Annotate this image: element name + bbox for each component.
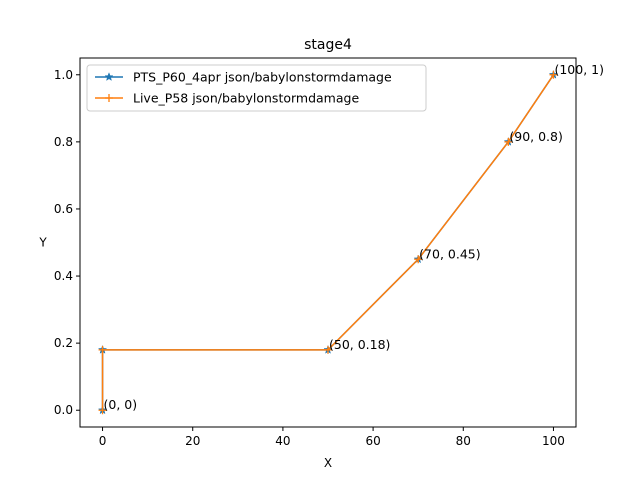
y-tick-label: 0.2 — [54, 336, 73, 350]
x-tick-label: 100 — [542, 434, 565, 448]
legend-label: Live_P58 json/babylonstormdamage — [133, 91, 359, 106]
data-point-marker — [98, 345, 107, 354]
x-tick-label: 60 — [365, 434, 380, 448]
data-point-annotation: (0, 0) — [104, 397, 138, 412]
series-line — [101, 74, 555, 411]
y-tick-label: 0.0 — [54, 403, 73, 417]
axes-frame — [79, 57, 577, 428]
data-point-annotation: (50, 0.18) — [329, 337, 390, 352]
data-point-marker — [549, 70, 558, 79]
y-tick-label: 0.6 — [54, 202, 73, 216]
data-point-marker — [414, 255, 423, 264]
data-point-marker — [98, 406, 107, 415]
x-tick-label: 80 — [456, 434, 471, 448]
y-tick-label: 0.8 — [54, 135, 73, 149]
chart-title: stage4 — [304, 37, 352, 53]
data-point-marker — [324, 345, 332, 354]
data-point-annotation: (90, 0.8) — [509, 129, 563, 144]
data-point-annotation: (70, 0.45) — [419, 246, 480, 261]
legend-entry: Live_P58 json/babylonstormdamage — [95, 91, 359, 106]
legend-label: PTS_P60_4apr json/babylonstormdamage — [133, 70, 392, 85]
series-line — [101, 74, 555, 411]
y-tick-label: 1.0 — [54, 68, 73, 82]
series-1 — [98, 70, 558, 415]
data-point-marker — [504, 137, 513, 146]
y-tick-label: 0.4 — [54, 269, 73, 283]
y-axis-label: Y — [38, 236, 47, 250]
x-axis: 0 20 40 60 80 100 — [99, 427, 565, 448]
x-tick-label: 20 — [185, 434, 200, 448]
legend-marker — [105, 94, 113, 102]
x-tick-label: 40 — [275, 434, 290, 448]
plot-area: (0, 0) (50, 0.18) (70, 0.45) (90, 0.8) (100,… — [97, 62, 604, 415]
x-tick-label: 0 — [99, 434, 107, 448]
legend-marker — [104, 72, 114, 81]
legend-entry: PTS_P60_4apr json/babylonstormdamage — [95, 70, 392, 85]
y-axis: 0.0 0.2 0.4 0.6 0.8 1.0 — [54, 68, 80, 417]
data-point-annotation: (100, 1) — [554, 62, 604, 77]
x-axis-label: X — [324, 456, 332, 470]
legend-box — [86, 64, 427, 112]
series-0 — [97, 69, 559, 415]
legend: PTS_P60_4apr json/babylonstormdamage Live… — [86, 64, 427, 112]
